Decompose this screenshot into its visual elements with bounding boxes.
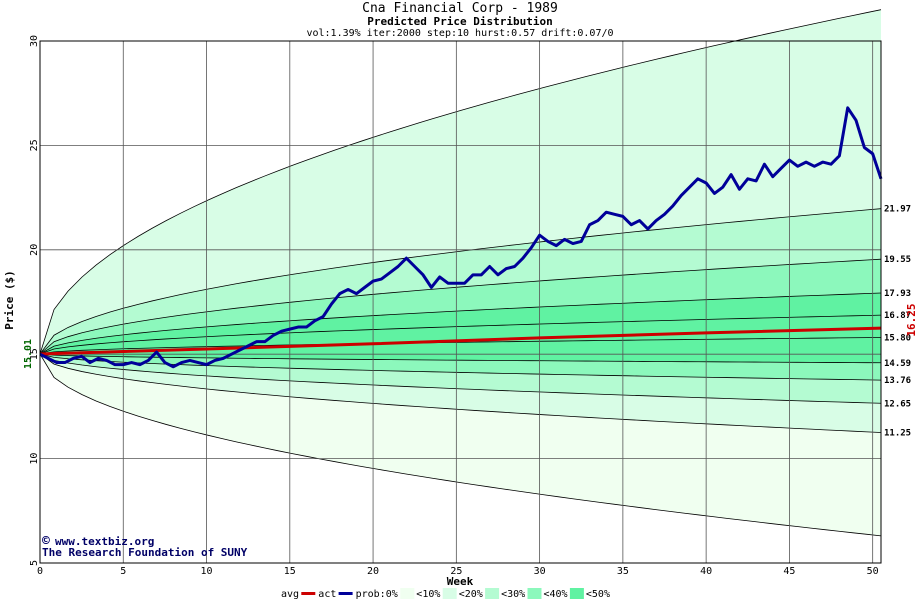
x-tick-label: 45 <box>783 566 795 577</box>
legend-band-swatch <box>569 588 584 599</box>
x-tick-label: 35 <box>617 566 629 577</box>
legend-act-swatch <box>338 592 353 595</box>
probability-band <box>40 293 881 354</box>
band-value-label: 16.87 <box>884 311 911 321</box>
band-value-label: 12.65 <box>884 399 911 409</box>
x-axis-ticks: 0 5 10 15 20 25 30 35 40 45 50 <box>37 566 879 577</box>
y-tick-label: 30 <box>29 35 40 47</box>
band-value-label: 17.93 <box>884 289 911 299</box>
legend-band-swatch <box>442 588 457 599</box>
y-tick-label: 5 <box>29 560 40 566</box>
y-tick-label: 25 <box>29 139 40 151</box>
x-tick-label: 50 <box>867 566 879 577</box>
band-value-label: 11.25 <box>884 429 911 439</box>
average-line <box>39 326 882 356</box>
band-value-labels: 21.97 19.55 17.93 16.87 15.80 14.59 13.76 12.65… <box>884 205 911 439</box>
legend-band-swatch <box>400 588 415 599</box>
band-boundary <box>39 337 882 355</box>
legend-avg-label: avg <box>281 589 299 600</box>
x-tick-label: 20 <box>367 566 379 577</box>
y-axis-ticks: 5 10 15 20 25 30 <box>29 35 40 566</box>
band-value-label: 15.80 <box>884 333 911 343</box>
band-boundary <box>39 258 882 355</box>
band-boundary <box>39 353 882 537</box>
band-boundary <box>39 208 882 355</box>
legend-prob-label: prob:0% <box>356 589 398 600</box>
probability-band <box>40 337 881 363</box>
probability-band <box>40 208 881 354</box>
x-tick-label: 40 <box>700 566 712 577</box>
band-boundary <box>39 353 882 404</box>
band-boundary-lines <box>39 9 882 537</box>
plot-border <box>39 40 882 564</box>
probability-band <box>40 353 881 381</box>
legend-band-swatch <box>527 588 542 599</box>
x-tick-label: 5 <box>120 566 126 577</box>
legend-band-swatch <box>485 588 500 599</box>
y-axis-label: Price ($) <box>3 270 16 330</box>
chart-title: Cna Financial Corp - 1989 <box>362 1 558 16</box>
probability-band <box>40 353 881 404</box>
legend-band-label: <20% <box>459 589 483 600</box>
band-boundary <box>39 9 882 355</box>
legend-avg-swatch <box>301 592 316 595</box>
x-tick-label: 0 <box>37 566 43 577</box>
x-tick-label: 25 <box>450 566 462 577</box>
x-axis-label: Week <box>447 575 474 588</box>
credit-site: www.textbiz.org <box>55 535 154 548</box>
legend-band-label: <40% <box>544 589 568 600</box>
probability-band <box>40 353 881 433</box>
legend-band-label: <10% <box>416 589 440 600</box>
band-value-label: 19.55 <box>884 255 911 265</box>
legend: avg act prob:0% <10% <20% <30% <40% <50% <box>281 588 610 600</box>
credits: © www.textbiz.org The Research Foundatio… <box>42 534 248 559</box>
y-tick-label: 20 <box>29 244 40 256</box>
actual-price-line <box>39 106 883 369</box>
credit-org: The Research Foundation of SUNY <box>42 546 248 559</box>
probability-band <box>40 259 881 354</box>
band-value-label: 13.76 <box>884 376 911 386</box>
start-price-label: 15.01 <box>23 339 34 369</box>
end-average-label: 16.25 <box>905 303 918 336</box>
band-value-label: 21.97 <box>884 205 911 215</box>
band-boundary <box>39 353 882 364</box>
legend-act-label: act <box>318 589 336 600</box>
chart-subtitle: Predicted Price Distribution <box>367 15 552 28</box>
probability-bands <box>40 9 881 536</box>
y-tick-label: 10 <box>29 453 40 465</box>
band-value-label: 14.59 <box>884 359 911 369</box>
band-boundary <box>39 292 882 355</box>
band-boundary <box>39 314 882 355</box>
legend-band-label: <30% <box>501 589 525 600</box>
band-boundary <box>39 353 882 433</box>
copyright-icon: © <box>42 534 50 549</box>
probability-band <box>40 9 881 354</box>
legend-band-label: <50% <box>586 589 610 600</box>
x-tick-label: 30 <box>534 566 546 577</box>
x-tick-label: 15 <box>284 566 296 577</box>
plot-area <box>39 9 883 564</box>
probability-band <box>40 353 881 536</box>
y-tick-label: 15 <box>29 348 40 360</box>
x-tick-label: 10 <box>201 566 213 577</box>
chart-params: vol:1.39% iter:2000 step:10 hurst:0.57 d… <box>306 28 613 39</box>
